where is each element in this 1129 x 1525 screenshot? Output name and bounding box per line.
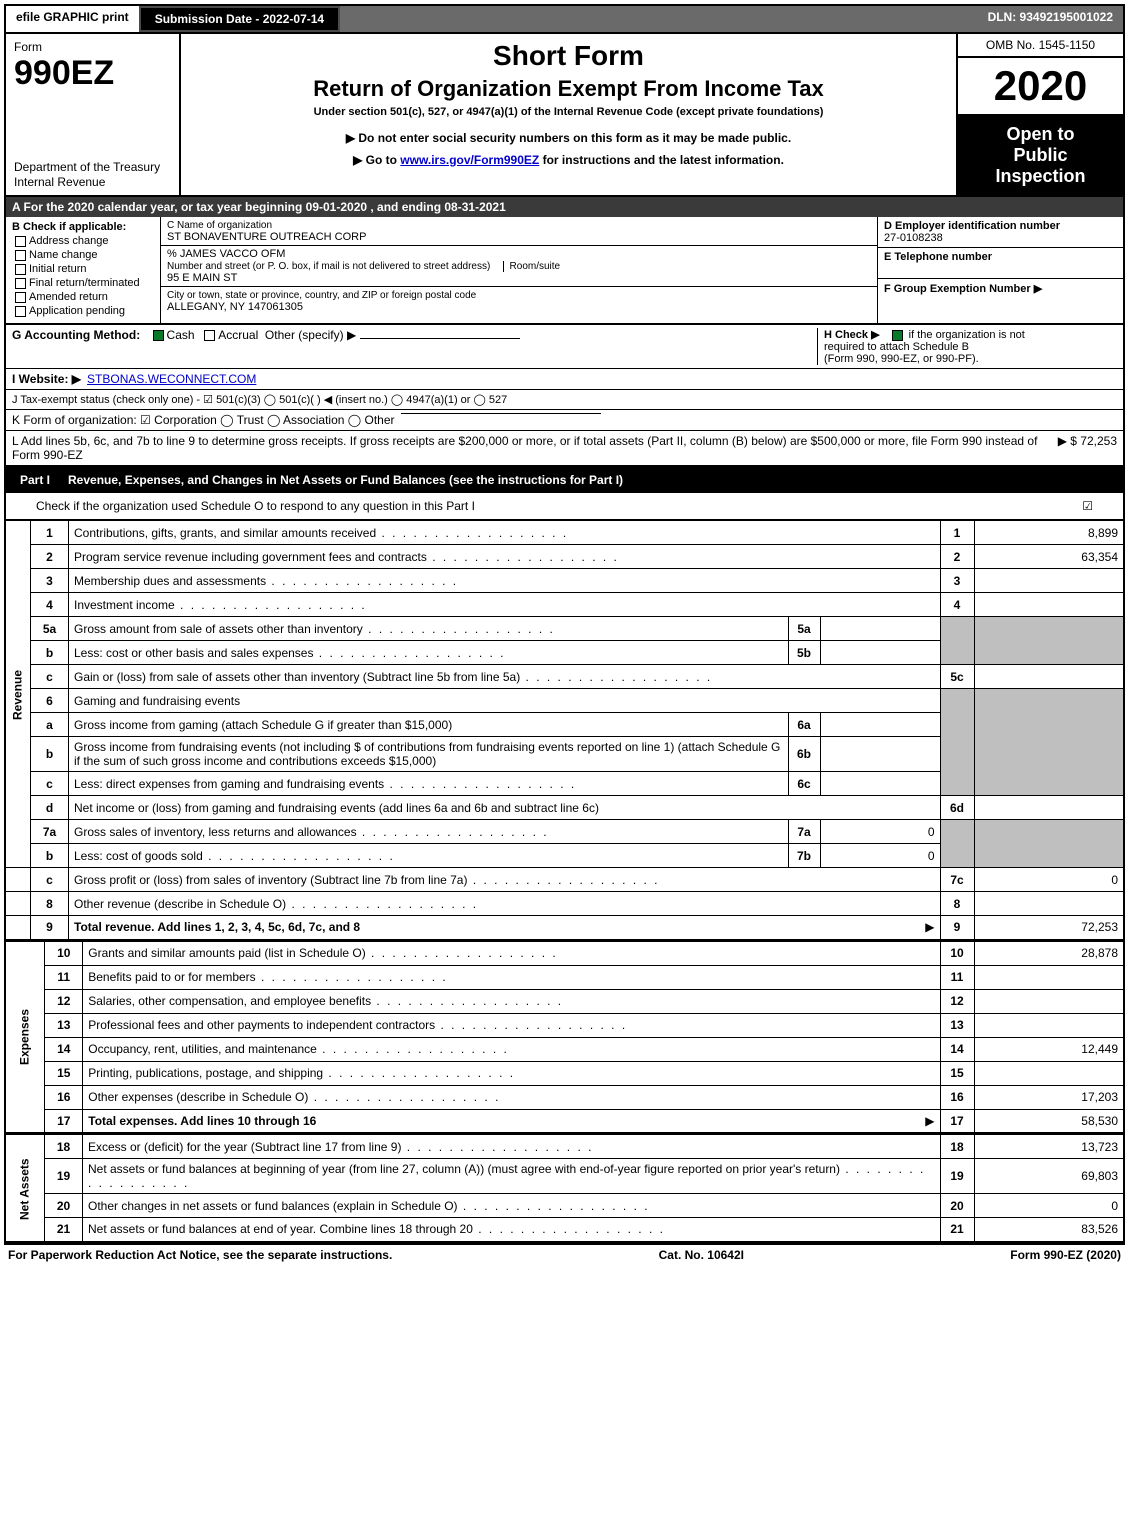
expenses-table: Expenses 10 Grants and similar amounts p… [4, 941, 1125, 1135]
chk-final-return[interactable]: Final return/terminated [12, 277, 154, 289]
chk-address-change[interactable]: Address change [12, 235, 154, 247]
irs-link[interactable]: www.irs.gov/Form990EZ [400, 153, 539, 167]
line-l: L Add lines 5b, 6c, and 7b to line 9 to … [4, 431, 1125, 467]
org-name: ST BONAVENTURE OUTREACH CORP [167, 231, 366, 243]
street-label: Number and street (or P. O. box, if mail… [167, 261, 490, 272]
line-1-value: 8,899 [974, 521, 1124, 545]
part-1-header: Part I Revenue, Expenses, and Changes in… [4, 467, 1125, 493]
line-21-value: 83,526 [974, 1218, 1124, 1242]
boxes-d-e-f: D Employer identification number 27-0108… [878, 217, 1123, 323]
line-9-value: 72,253 [974, 916, 1124, 940]
expenses-side-label: Expenses [5, 941, 45, 1133]
line-17-value: 58,530 [974, 1109, 1124, 1133]
form-header: Form 990EZ Department of the Treasury In… [4, 34, 1125, 197]
street-value: 95 E MAIN ST [167, 272, 237, 284]
under-section: Under section 501(c), 527, or 4947(a)(1)… [187, 106, 950, 118]
open-public: Open to Public Inspection [958, 116, 1123, 195]
website-link[interactable]: STBONAS.WECONNECT.COM [87, 372, 256, 386]
group-exemption-label: F Group Exemption Number ▶ [884, 283, 1042, 295]
room-label: Room/suite [503, 261, 561, 272]
chk-amended-return[interactable]: Amended return [12, 291, 154, 303]
line-14-value: 12,449 [974, 1037, 1124, 1061]
line-2-desc: Program service revenue including govern… [69, 545, 941, 569]
box-c: C Name of organization ST BONAVENTURE OU… [161, 217, 878, 323]
header-mid: Short Form Return of Organization Exempt… [181, 34, 958, 195]
footer-right: Form 990-EZ (2020) [1010, 1248, 1121, 1262]
footer-left: For Paperwork Reduction Act Notice, see … [8, 1248, 392, 1262]
submission-date: Submission Date - 2022-07-14 [139, 6, 340, 32]
dept-line-1: Department of the Treasury [14, 160, 171, 174]
line-j: J Tax-exempt status (check only one) - ☑… [4, 390, 1125, 410]
header-left: Form 990EZ Department of the Treasury In… [6, 34, 181, 195]
line-1-desc: Contributions, gifts, grants, and simila… [69, 521, 941, 545]
bullet-2: ▶ Go to www.irs.gov/Form990EZ for instru… [187, 150, 950, 172]
chk-cash[interactable] [153, 330, 164, 341]
revenue-side-label: Revenue [5, 521, 31, 868]
chk-schedule-b[interactable] [892, 330, 903, 341]
revenue-table: Revenue 1 Contributions, gifts, grants, … [4, 520, 1125, 941]
netassets-side-label: Net Assets [5, 1135, 45, 1242]
name-label: C Name of organization [167, 220, 272, 231]
chk-accrual[interactable] [204, 330, 215, 341]
section-a-period: A For the 2020 calendar year, or tax yea… [4, 197, 1125, 217]
bullet-1: ▶ Do not enter social security numbers o… [187, 128, 950, 150]
box-b-title: B Check if applicable: [12, 221, 154, 233]
part-1-sub: Check if the organization used Schedule … [4, 493, 1125, 520]
part-1-tag: Part I [12, 471, 58, 489]
info-grid: B Check if applicable: Address change Na… [4, 217, 1125, 325]
ein-label: D Employer identification number [884, 220, 1060, 232]
line-16-value: 17,203 [974, 1085, 1124, 1109]
line-l-amount: ▶ $ 72,253 [1058, 434, 1117, 448]
line-20-value: 0 [974, 1194, 1124, 1218]
line-7c-value: 0 [974, 868, 1124, 892]
care-of: % JAMES VACCO OFM [167, 248, 285, 260]
line-19-value: 69,803 [974, 1159, 1124, 1194]
chk-application-pending[interactable]: Application pending [12, 305, 154, 317]
page-footer: For Paperwork Reduction Act Notice, see … [4, 1243, 1125, 1265]
part-1-sub-check[interactable]: ☑ [1082, 499, 1093, 513]
line-10-value: 28,878 [974, 941, 1124, 965]
chk-initial-return[interactable]: Initial return [12, 263, 154, 275]
chk-name-change[interactable]: Name change [12, 249, 154, 261]
tel-label: E Telephone number [884, 251, 992, 263]
line-18-value: 13,723 [974, 1135, 1124, 1159]
line-g-h: G Accounting Method: Cash Accrual Other … [4, 325, 1125, 369]
form-label: Form [14, 40, 171, 54]
line-i: I Website: ▶ STBONAS.WECONNECT.COM [4, 369, 1125, 390]
department-block: Department of the Treasury Internal Reve… [14, 160, 171, 189]
header-right: OMB No. 1545-1150 2020 Open to Public In… [958, 34, 1123, 195]
part-1-title: Revenue, Expenses, and Changes in Net As… [68, 473, 623, 487]
dln-label: DLN: 93492195001022 [978, 6, 1123, 32]
short-form-title: Short Form [187, 40, 950, 72]
tax-year: 2020 [958, 58, 1123, 116]
ein-value: 27-0108238 [884, 232, 943, 244]
return-title: Return of Organization Exempt From Incom… [187, 76, 950, 102]
line-k: K Form of organization: ☑ Corporation ◯ … [4, 410, 1125, 431]
city-value: ALLEGANY, NY 147061305 [167, 301, 303, 313]
netassets-table: Net Assets 18Excess or (deficit) for the… [4, 1134, 1125, 1243]
omb-number: OMB No. 1545-1150 [958, 34, 1123, 58]
form-number: 990EZ [14, 54, 171, 93]
footer-mid: Cat. No. 10642I [659, 1248, 744, 1262]
box-b: B Check if applicable: Address change Na… [6, 217, 161, 323]
line-2-value: 63,354 [974, 545, 1124, 569]
city-label: City or town, state or province, country… [167, 290, 476, 301]
efile-label[interactable]: efile GRAPHIC print [6, 6, 139, 32]
dept-line-2: Internal Revenue [14, 175, 171, 189]
top-bar: efile GRAPHIC print Submission Date - 20… [4, 4, 1125, 34]
